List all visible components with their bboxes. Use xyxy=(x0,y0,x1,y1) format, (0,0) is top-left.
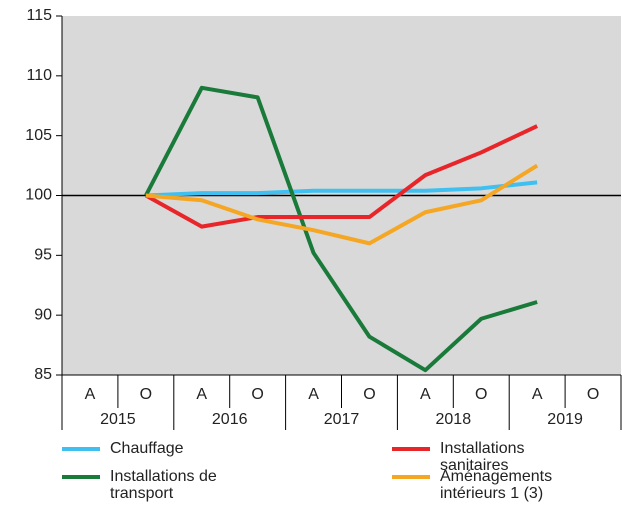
x-tick-label: O xyxy=(251,386,263,403)
y-tick-label: 90 xyxy=(34,306,52,323)
series-line xyxy=(145,180,538,198)
y-tick-label: 105 xyxy=(25,127,52,144)
legend-label: Installations sanitaires xyxy=(440,440,525,474)
legend-item: Aménagements intérieurs 1 (3) xyxy=(392,468,612,508)
x-group-label: 2019 xyxy=(547,411,583,428)
x-tick-label: O xyxy=(140,386,152,403)
series-line xyxy=(144,124,539,229)
legend-swatch xyxy=(392,475,430,479)
y-tick-label: 110 xyxy=(26,67,52,84)
legend: Chauffage Installations de transport Insta… xyxy=(62,440,612,508)
legend-swatch xyxy=(392,447,430,451)
x-tick-label: O xyxy=(587,386,599,403)
x-tick-label: A xyxy=(196,386,207,403)
legend-label: Aménagements intérieurs 1 (3) xyxy=(440,468,553,502)
x-group-label: 2016 xyxy=(212,411,248,428)
legend-swatch xyxy=(62,447,100,451)
y-tick-label: 115 xyxy=(26,7,52,24)
x-tick-label: A xyxy=(420,386,431,403)
x-tick-label: A xyxy=(308,386,319,403)
series-line xyxy=(144,85,538,373)
x-tick-label: A xyxy=(85,386,96,403)
x-group-label: 2018 xyxy=(436,411,472,428)
x-tick-label: O xyxy=(363,386,375,403)
x-tick-label: O xyxy=(475,386,487,403)
legend-label: Installations de transport xyxy=(110,468,217,502)
y-tick-label: 85 xyxy=(34,366,52,383)
legend-label: Chauffage xyxy=(110,440,184,457)
x-group-label: 2015 xyxy=(100,411,136,428)
x-tick-label: A xyxy=(532,386,543,403)
legend-item: Installations sanitaires xyxy=(392,440,612,474)
legend-swatch xyxy=(62,475,100,479)
y-tick-label: 95 xyxy=(34,247,52,264)
legend-item: Chauffage xyxy=(62,440,392,468)
series-line xyxy=(145,163,539,246)
x-group-label: 2017 xyxy=(324,411,360,428)
legend-item: Installations de transport xyxy=(62,468,392,508)
y-tick-label: 100 xyxy=(25,187,52,204)
